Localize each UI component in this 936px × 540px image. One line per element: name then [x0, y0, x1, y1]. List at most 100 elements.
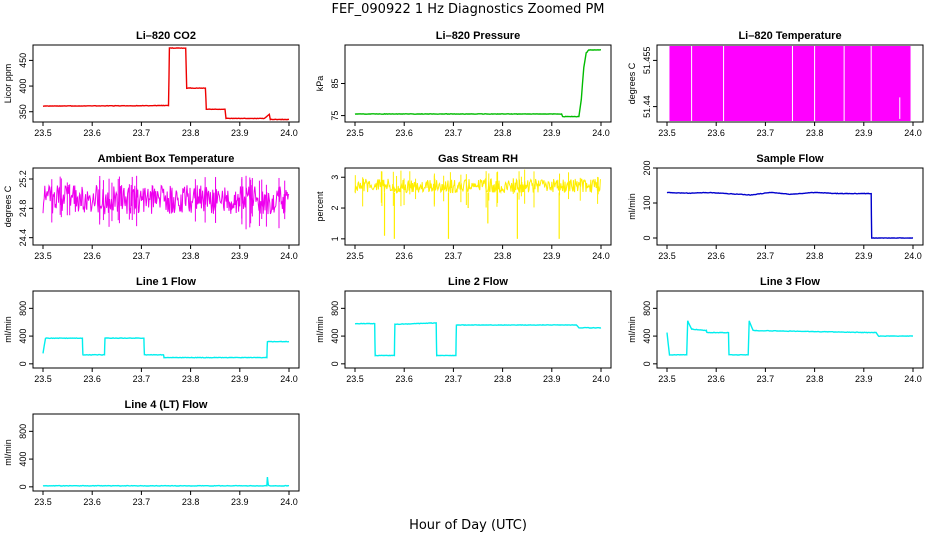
x-tick-label: 23.5	[658, 128, 676, 138]
x-tick-label: 23.8	[806, 128, 824, 138]
y-tick-label: 800	[642, 301, 652, 316]
x-tick-label: 23.7	[445, 374, 463, 384]
x-tick-label: 23.8	[806, 374, 824, 384]
panel-frame	[32, 413, 300, 492]
panel-title: Ambient Box Temperature	[98, 153, 235, 165]
x-tick-label: 23.5	[34, 374, 52, 384]
x-tick-label: 23.6	[395, 251, 413, 261]
y-axis-label: ml/min	[3, 439, 13, 466]
x-tick-label: 23.9	[543, 374, 561, 384]
y-tick-label: 51.455	[642, 47, 652, 75]
x-tick-label: 24.0	[592, 128, 610, 138]
plot-area	[354, 49, 601, 118]
panel-frame	[656, 44, 924, 123]
y-axis-label: Licor ppm	[3, 64, 13, 104]
y-axis-label: ml/min	[627, 193, 637, 220]
y-tick-label: 100	[642, 195, 652, 210]
y-axis-label: percent	[315, 191, 325, 222]
x-tick-label: 23.9	[855, 374, 873, 384]
x-tick-label: 24.0	[904, 251, 922, 261]
x-tick-label: 23.7	[757, 128, 775, 138]
panel-title: Line 4 (LT) Flow	[125, 399, 208, 411]
y-axis-label: ml/min	[627, 316, 637, 343]
y-tick-label: 24.8	[18, 200, 28, 218]
x-tick-label: 23.8	[494, 374, 512, 384]
panel-frame	[656, 167, 924, 246]
y-tick-label: 800	[18, 424, 28, 439]
plot-area	[354, 322, 602, 357]
y-tick-label: 1	[330, 236, 340, 241]
panel-frame	[656, 290, 924, 369]
x-tick-label: 24.0	[280, 251, 298, 261]
y-axis-label: ml/min	[315, 316, 325, 343]
x-tick-label: 23.6	[83, 374, 101, 384]
y-tick-label: 400	[18, 79, 28, 94]
x-tick-label: 23.6	[83, 251, 101, 261]
panel-title: Li–820 Pressure	[436, 30, 520, 42]
x-tick-label: 24.0	[592, 251, 610, 261]
x-tick-label: 24.0	[904, 374, 922, 384]
x-tick-label: 23.9	[855, 251, 873, 261]
x-tick-label: 24.0	[904, 128, 922, 138]
panel-frame	[344, 167, 612, 246]
y-axis-label: kPa	[315, 76, 325, 92]
y-tick-label: 85	[330, 78, 340, 88]
y-tick-label: 200	[642, 160, 652, 175]
series-noise	[42, 184, 290, 215]
x-tick-label: 23.9	[855, 128, 873, 138]
plot-area	[42, 175, 290, 230]
plot-area	[669, 46, 911, 121]
x-tick-label: 23.5	[658, 374, 676, 384]
x-tick-label: 23.6	[395, 128, 413, 138]
x-tick-label: 23.6	[707, 374, 725, 384]
y-tick-label: 450	[18, 53, 28, 68]
panel-4: Ambient Box Temperature degrees C 23.5 23.6…	[3, 153, 300, 261]
plot-area	[42, 337, 290, 359]
series-line	[666, 320, 914, 356]
x-tick-label: 23.9	[231, 374, 249, 384]
x-tick-label: 23.9	[231, 251, 249, 261]
series-line	[354, 322, 602, 357]
y-tick-label: 51.44	[642, 95, 652, 118]
x-tick-label: 23.8	[182, 374, 200, 384]
x-tick-label: 23.6	[707, 128, 725, 138]
panel-title: Line 3 Flow	[760, 276, 820, 288]
y-tick-label: 0	[330, 361, 340, 366]
y-tick-label: 400	[330, 329, 340, 344]
panel-frame	[344, 290, 612, 369]
x-tick-label: 23.5	[34, 497, 52, 507]
x-tick-label: 23.8	[806, 251, 824, 261]
y-tick-label: 0	[642, 235, 652, 240]
panel-title: Li–820 Temperature	[738, 30, 841, 42]
x-tick-label: 24.0	[280, 128, 298, 138]
x-tick-label: 23.5	[346, 128, 364, 138]
x-tick-label: 23.6	[83, 128, 101, 138]
panel-9: Line 3 Flow ml/min 23.5 23.6 23.7 23.8 23.9 24.…	[627, 276, 924, 384]
x-tick-label: 23.6	[395, 374, 413, 384]
y-tick-label: 400	[18, 329, 28, 344]
panel-frame	[32, 167, 300, 246]
plot-area	[42, 477, 290, 487]
panel-5: Gas Stream RH percent 23.5 23.6 23.7 23.8 23.9…	[315, 153, 612, 261]
series-line	[42, 47, 290, 121]
x-tick-label: 24.0	[280, 374, 298, 384]
panel-1: Li–820 CO2 Licor ppm 23.5 23.6 23.7 23.8 23.9 2…	[3, 30, 300, 138]
y-tick-label: 24.4	[18, 229, 28, 247]
y-tick-label: 25.2	[18, 170, 28, 188]
plot-area	[666, 320, 914, 356]
x-tick-label: 23.8	[494, 128, 512, 138]
y-tick-label: 350	[18, 104, 28, 119]
x-tick-label: 23.7	[133, 374, 151, 384]
series-noise	[354, 177, 601, 195]
x-tick-label: 23.7	[133, 128, 151, 138]
x-tick-label: 23.5	[34, 251, 52, 261]
x-tick-label: 23.7	[133, 497, 151, 507]
x-tick-label: 23.8	[494, 251, 512, 261]
temperature-band	[669, 46, 911, 121]
series-line	[42, 337, 290, 359]
series-line	[42, 477, 290, 487]
x-tick-label: 23.7	[445, 251, 463, 261]
x-tick-label: 23.9	[231, 128, 249, 138]
y-tick-label: 400	[18, 452, 28, 467]
